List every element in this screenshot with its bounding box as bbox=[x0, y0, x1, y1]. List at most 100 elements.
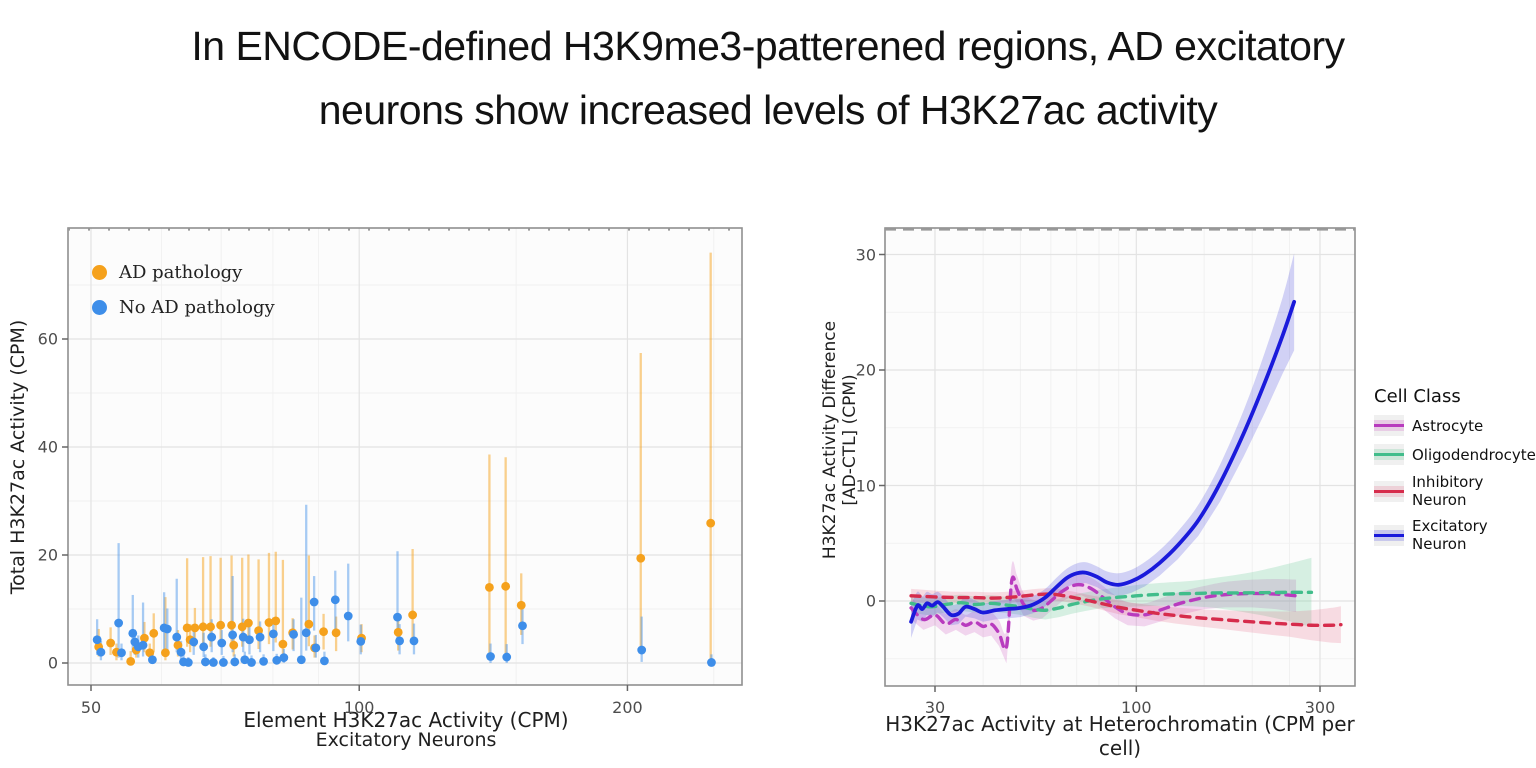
left-legend: AD pathology No AD pathology bbox=[92, 262, 275, 332]
data-point bbox=[278, 639, 288, 649]
data-point bbox=[331, 628, 341, 638]
cell-class-legend-title: Cell Class bbox=[1374, 386, 1461, 407]
right-y-tick-label: 0 bbox=[865, 591, 876, 611]
data-point bbox=[189, 637, 199, 647]
data-point bbox=[126, 656, 136, 666]
trend-line bbox=[909, 592, 1343, 628]
data-point bbox=[138, 640, 148, 650]
data-point bbox=[393, 627, 403, 637]
data-point bbox=[228, 630, 238, 640]
right-y-axis-title-line1: H3K27ac Activity Difference bbox=[820, 320, 840, 560]
data-point bbox=[198, 622, 208, 632]
left-x-axis-subtitle: Excitatory Neurons bbox=[315, 729, 497, 751]
data-point bbox=[140, 633, 149, 643]
data-point bbox=[117, 648, 126, 658]
data-point bbox=[279, 653, 289, 662]
data-point bbox=[182, 623, 192, 633]
right-chart-frame bbox=[879, 227, 1356, 692]
data-point bbox=[229, 640, 239, 650]
data-point bbox=[148, 655, 157, 665]
data-point bbox=[304, 619, 314, 629]
trend-line bbox=[909, 590, 1314, 612]
data-point bbox=[395, 636, 405, 646]
data-point bbox=[272, 655, 282, 665]
data-point bbox=[637, 645, 647, 655]
legend-item-ad-pathology: AD pathology bbox=[92, 262, 275, 283]
figure-title-line2: neurons show increased levels of H3K27ac… bbox=[318, 87, 1218, 133]
data-point bbox=[502, 652, 512, 662]
data-point bbox=[149, 628, 159, 638]
data-point bbox=[486, 652, 495, 661]
data-point bbox=[320, 656, 329, 666]
legend-item-no-ad-pathology: No AD pathology bbox=[92, 297, 275, 318]
confidence-ribbon bbox=[911, 588, 1341, 644]
data-point bbox=[106, 638, 116, 648]
data-point bbox=[264, 618, 274, 627]
legend-item-astrocyte: Astrocyte bbox=[1374, 415, 1536, 436]
legend-label-astrocyte: Astrocyte bbox=[1412, 416, 1484, 435]
figure-title: In ENCODE-defined H3K9me3-patterened reg… bbox=[0, 14, 1536, 142]
inhibitory-neuron-key-icon bbox=[1374, 480, 1404, 502]
legend-label-inhibitory-neuron: Inhibitory Neuron bbox=[1412, 473, 1484, 509]
left-y-tick-label: 40 bbox=[37, 437, 58, 457]
data-point bbox=[190, 623, 200, 633]
data-point bbox=[408, 610, 418, 620]
right-x-tick-label: 300 bbox=[1304, 698, 1336, 717]
left-y-tick-label: 0 bbox=[47, 653, 58, 673]
legend-label-no-ad: No AD pathology bbox=[119, 297, 275, 318]
data-point bbox=[296, 655, 306, 665]
right-x-tick-label: 100 bbox=[1121, 698, 1152, 717]
cell-class-legend: Cell Class Astrocyte Oligodendrocyte Inh… bbox=[1374, 386, 1536, 561]
right-y-axis-title: H3K27ac Activity Difference [AD-CTL] (CP… bbox=[820, 275, 860, 605]
data-point bbox=[199, 642, 209, 652]
right-x-axis-title: H3K27ac Activity at Heterochromatin (CPM… bbox=[885, 712, 1355, 760]
legend-item-inhibitory-neuron: Inhibitory Neuron bbox=[1374, 473, 1536, 509]
data-point bbox=[636, 553, 646, 563]
data-point bbox=[114, 618, 124, 628]
data-point bbox=[393, 612, 402, 622]
data-point bbox=[245, 635, 254, 645]
legend-item-oligodendrocyte: Oligodendrocyte bbox=[1374, 444, 1536, 465]
trend-line bbox=[909, 575, 1298, 652]
legend-label-ad: AD pathology bbox=[119, 262, 243, 283]
data-point bbox=[343, 611, 353, 621]
data-point bbox=[208, 658, 218, 667]
trend-line bbox=[909, 299, 1297, 624]
data-point bbox=[162, 624, 172, 634]
data-point bbox=[207, 632, 217, 642]
data-point bbox=[330, 595, 340, 605]
data-point bbox=[268, 629, 278, 639]
data-point bbox=[485, 583, 494, 592]
data-point bbox=[247, 658, 256, 667]
astrocyte-key-icon bbox=[1374, 415, 1404, 436]
left-x-axis-title: Element H3K27ac Activity (CPM) bbox=[243, 708, 569, 732]
data-point bbox=[707, 658, 716, 667]
data-point bbox=[176, 647, 186, 657]
left-y-axis-title: Total H3K27ac Activity (CPM) bbox=[7, 319, 29, 595]
data-point bbox=[183, 658, 193, 667]
data-point bbox=[301, 628, 311, 638]
legend-label-excitatory-neuron: Excitatory Neuron bbox=[1412, 517, 1488, 553]
data-point bbox=[356, 637, 366, 646]
data-point bbox=[255, 632, 265, 642]
data-point bbox=[516, 600, 526, 610]
right-y-tick-label: 10 bbox=[855, 476, 876, 495]
data-point bbox=[206, 622, 215, 632]
right-x-tick-label: 30 bbox=[924, 698, 946, 717]
data-point bbox=[309, 597, 319, 607]
data-point bbox=[219, 658, 228, 667]
data-point bbox=[172, 632, 182, 642]
figure-title-line1: In ENCODE-defined H3K9me3-patterened reg… bbox=[191, 23, 1345, 69]
left-x-tick-label: 50 bbox=[80, 698, 102, 717]
left-chart-frame bbox=[62, 227, 743, 691]
data-point bbox=[128, 628, 138, 638]
right-y-tick-label: 20 bbox=[855, 360, 876, 380]
legend-label-oligodendrocyte: Oligodendrocyte bbox=[1412, 445, 1536, 464]
data-point bbox=[240, 655, 250, 665]
data-point bbox=[289, 629, 298, 639]
data-point bbox=[145, 648, 155, 658]
data-point bbox=[227, 620, 236, 630]
data-point bbox=[230, 657, 240, 667]
